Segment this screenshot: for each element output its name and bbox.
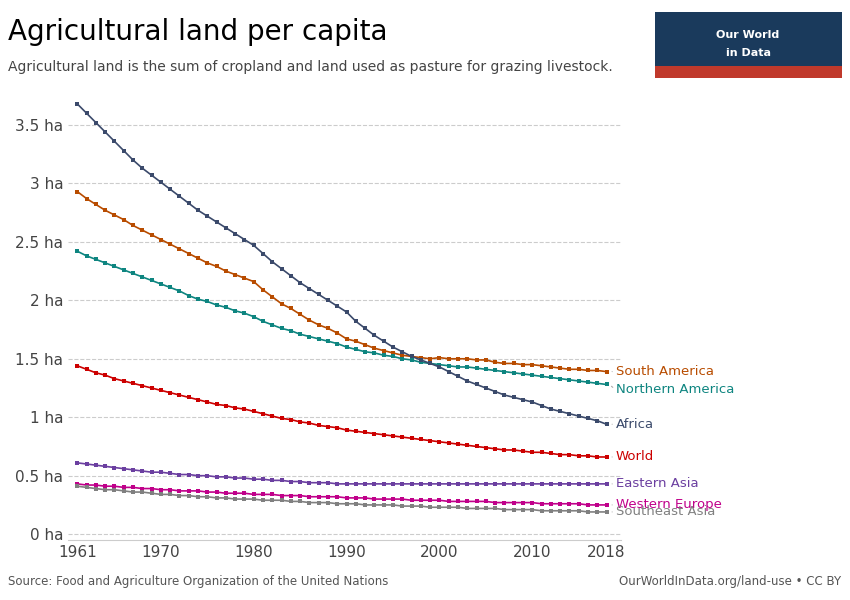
Text: in Data: in Data [726,48,770,58]
Text: Source: Food and Agriculture Organization of the United Nations: Source: Food and Agriculture Organizatio… [8,575,388,588]
Text: Agricultural land per capita: Agricultural land per capita [8,18,388,46]
Text: Agricultural land is the sum of cropland and land used as pasture for grazing li: Agricultural land is the sum of cropland… [8,60,613,74]
Text: World: World [616,451,654,463]
Bar [654,66,842,78]
Text: Africa: Africa [616,418,654,431]
Text: Eastern Asia: Eastern Asia [616,478,699,490]
Text: Our World: Our World [717,30,779,40]
Text: Western Europe: Western Europe [616,499,722,511]
Text: Northern America: Northern America [616,383,734,395]
Text: OurWorldInData.org/land-use • CC BY: OurWorldInData.org/land-use • CC BY [620,575,842,588]
Text: South America: South America [616,365,714,378]
FancyBboxPatch shape [654,12,842,78]
Text: Southeast Asia: Southeast Asia [616,505,715,518]
